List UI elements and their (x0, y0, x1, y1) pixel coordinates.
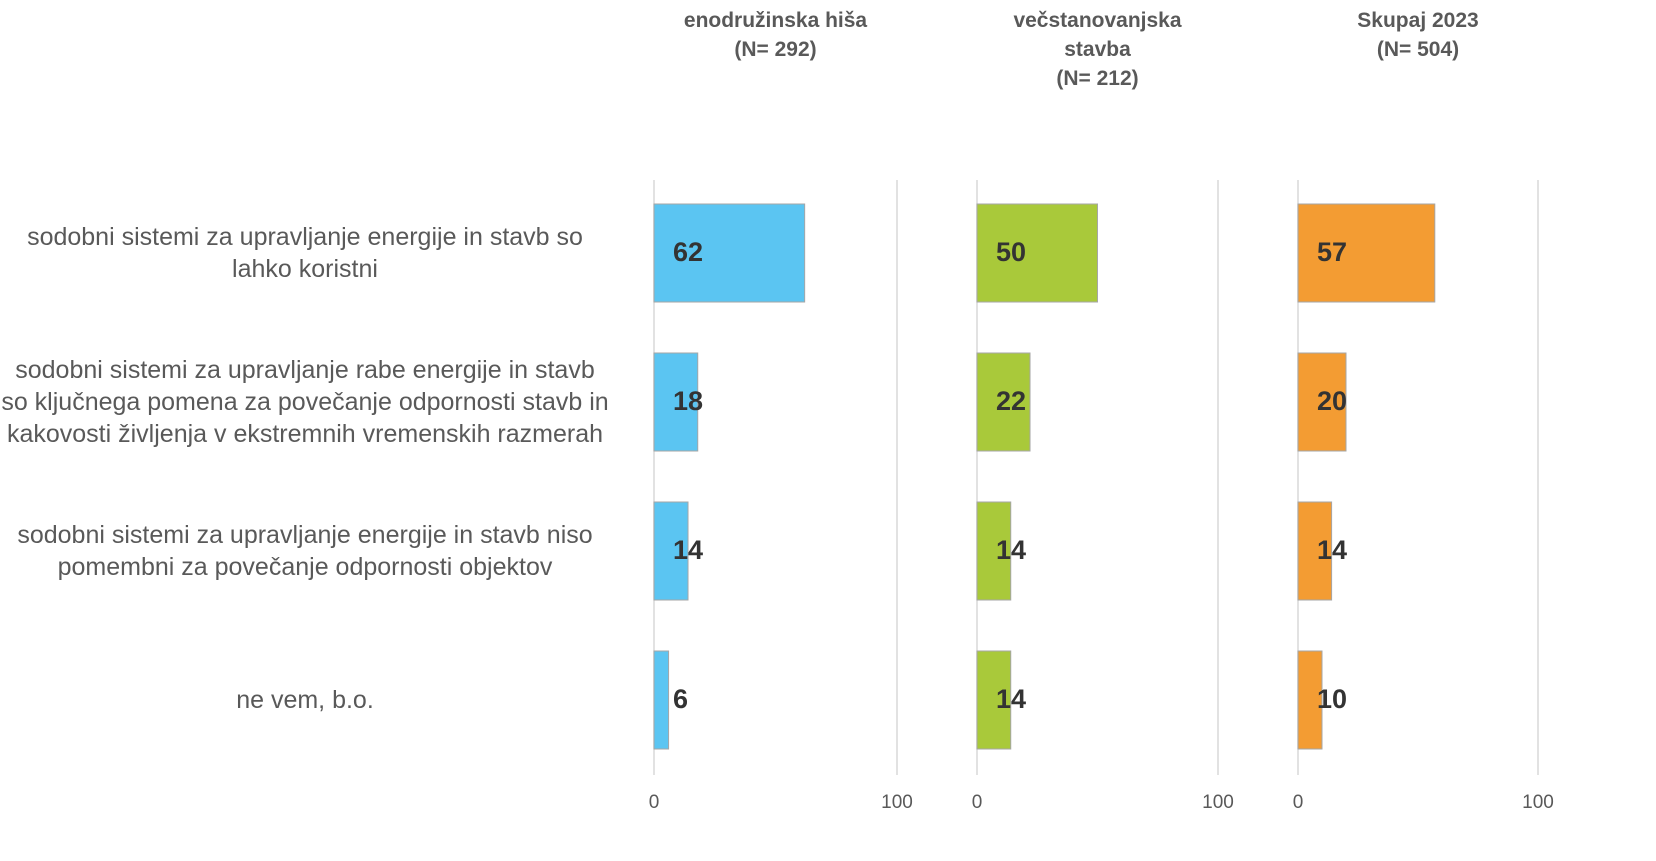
value-label: 20 (1317, 386, 1348, 416)
value-label: 18 (673, 386, 704, 416)
bar (976, 203, 1098, 303)
bar (976, 352, 1031, 452)
panel-title: Skupaj 2023 (N= 504) (1357, 9, 1479, 61)
bar (653, 650, 670, 750)
x-tick-label: 100 (881, 792, 913, 813)
bar (1297, 501, 1333, 601)
value-label: 10 (1317, 684, 1348, 714)
bar (976, 501, 1012, 601)
bar (976, 650, 1012, 750)
bar (653, 352, 699, 452)
value-label: 14 (1317, 535, 1348, 565)
bar (1297, 203, 1436, 303)
value-label: 14 (673, 535, 704, 565)
bar (1297, 352, 1347, 452)
value-label: 22 (996, 386, 1027, 416)
value-label: 62 (673, 237, 704, 267)
category-label: sodobni sistemi za upravljanje energije … (27, 223, 583, 283)
category-label: ne vem, b.o. (236, 686, 374, 714)
panel-title: enodružinska hiša (N= 292) (683, 9, 868, 61)
panel-title: večstanovanjska stavba (N= 212) (1013, 9, 1182, 90)
value-label: 14 (996, 535, 1027, 565)
bar (1297, 650, 1323, 750)
x-tick-label: 100 (1522, 792, 1554, 813)
value-label: 57 (1317, 237, 1348, 267)
x-tick-label: 100 (1202, 792, 1234, 813)
value-label: 14 (996, 684, 1027, 714)
value-label: 6 (673, 684, 689, 714)
x-tick-label: 0 (648, 792, 660, 813)
x-tick-label: 0 (1292, 792, 1304, 813)
bar (653, 203, 806, 303)
bar (653, 501, 689, 601)
category-label: sodobni sistemi za upravljanje rabe ener… (1, 356, 609, 448)
x-tick-label: 0 (971, 792, 983, 813)
category-label: sodobni sistemi za upravljanje energije … (17, 521, 593, 581)
value-label: 50 (996, 237, 1027, 267)
